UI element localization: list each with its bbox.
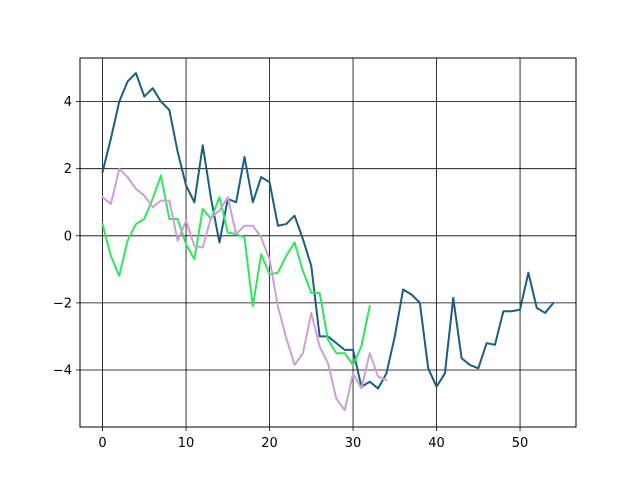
y-tick-label: −4 — [53, 363, 72, 378]
y-tick-label: 4 — [64, 95, 72, 110]
x-tick-label: 50 — [512, 436, 529, 451]
plot-frame — [79, 57, 577, 428]
y-axis-ticks: −4 −2 0 2 4 — [53, 95, 80, 378]
series-lines — [101, 72, 555, 412]
y-tick-label: −2 — [53, 296, 72, 311]
x-axis-ticks: 0 10 20 30 40 50 — [98, 427, 528, 451]
plot-area — [80, 58, 576, 427]
y-tick-label: 0 — [64, 229, 72, 244]
x-tick-label: 40 — [428, 436, 445, 451]
x-tick-label: 10 — [178, 436, 195, 451]
x-tick-label: 0 — [98, 436, 106, 451]
x-tick-label: 20 — [261, 436, 278, 451]
series-line-3 — [101, 167, 388, 412]
x-tick-label: 30 — [345, 436, 362, 451]
y-tick-label: 2 — [64, 162, 72, 177]
